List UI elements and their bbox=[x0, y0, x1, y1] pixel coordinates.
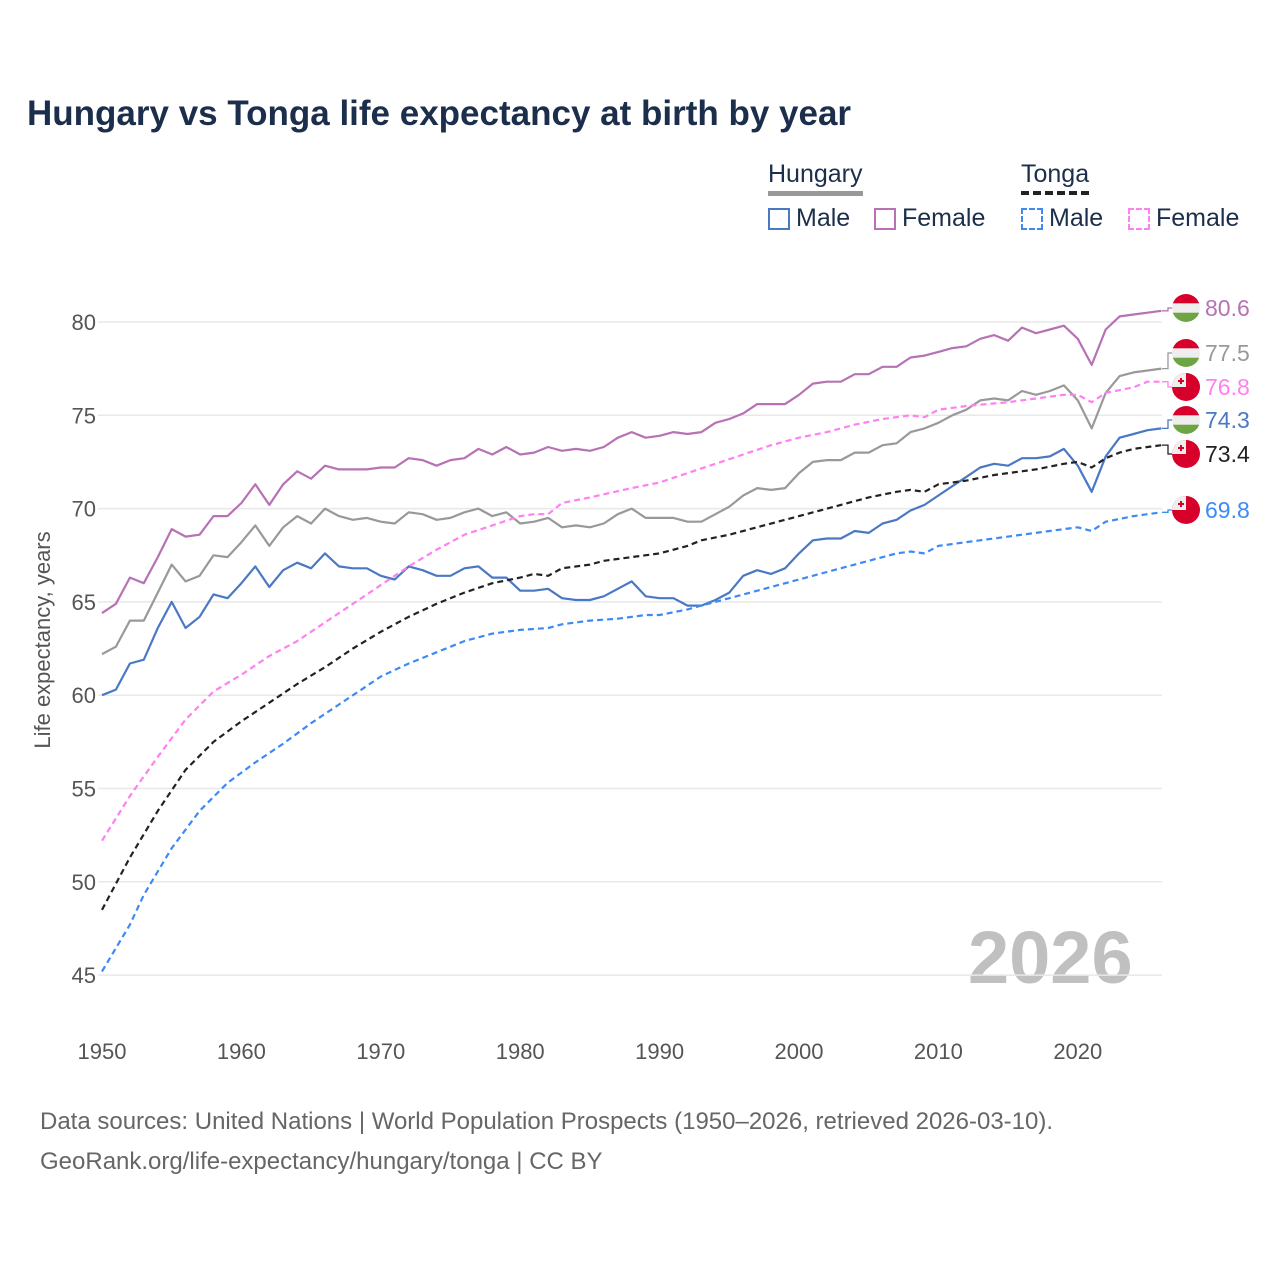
legend-tonga-male[interactable]: Male bbox=[1021, 204, 1103, 233]
flag-body bbox=[1172, 294, 1200, 322]
y-tick-label: 70 bbox=[72, 497, 96, 522]
x-tick-label: 2020 bbox=[1053, 1039, 1102, 1064]
flag-stripe-red bbox=[1172, 339, 1200, 349]
legend-label: Male bbox=[796, 204, 851, 232]
flag-cross bbox=[1178, 380, 1184, 382]
flag-stripe-white bbox=[1172, 303, 1200, 313]
legend-label: Female bbox=[1156, 204, 1240, 232]
end-value-label: 76.8 bbox=[1205, 374, 1250, 400]
footer-sources: Data sources: United Nations | World Pop… bbox=[40, 1108, 1054, 1135]
legend-hungary-male[interactable]: Male bbox=[768, 204, 850, 233]
end-value-label: 80.6 bbox=[1205, 295, 1250, 321]
series-line-to-male bbox=[101, 511, 1162, 972]
y-tick-label: 80 bbox=[72, 310, 96, 335]
flag-cross bbox=[1178, 447, 1184, 449]
flag-stripe-green bbox=[1172, 424, 1200, 434]
hungary-flag-icon bbox=[1172, 294, 1200, 322]
hungary-flag-icon bbox=[1172, 406, 1200, 434]
y-tick-label: 75 bbox=[72, 403, 96, 428]
x-tick-label: 1970 bbox=[356, 1039, 405, 1064]
chart-title: Hungary vs Tonga life expectancy at birt… bbox=[27, 94, 852, 133]
label-connector bbox=[1162, 444, 1174, 455]
flag-stripe-white bbox=[1172, 415, 1200, 425]
x-tick-label: 2010 bbox=[914, 1039, 963, 1064]
flag-body bbox=[1172, 373, 1200, 401]
y-tick-label: 50 bbox=[72, 870, 96, 895]
legend-swatch bbox=[874, 207, 896, 230]
legend-tonga-female[interactable]: Female bbox=[1128, 204, 1239, 233]
series-line-to-total bbox=[101, 444, 1162, 911]
label-connector bbox=[1162, 381, 1174, 388]
x-tick-label: 1960 bbox=[217, 1039, 266, 1064]
end-value-label: 74.3 bbox=[1205, 407, 1250, 433]
legend-group-hungary: Hungary bbox=[768, 160, 863, 196]
y-tick-label: 55 bbox=[72, 777, 96, 802]
legend-swatch bbox=[1021, 207, 1043, 230]
label-connector bbox=[1162, 352, 1174, 370]
hungary-flag-icon bbox=[1172, 339, 1200, 367]
x-tick-label: 1950 bbox=[78, 1039, 127, 1064]
label-connector bbox=[1162, 419, 1174, 430]
flag-stripe-green bbox=[1172, 357, 1200, 367]
flag-body bbox=[1172, 406, 1200, 434]
legend-hungary-female[interactable]: Female bbox=[874, 204, 985, 233]
series-line-to-female bbox=[101, 380, 1162, 842]
legend-swatch bbox=[768, 207, 790, 230]
x-tick-label: 1980 bbox=[496, 1039, 545, 1064]
flag-body bbox=[1172, 440, 1200, 468]
series-line-hu-male bbox=[101, 427, 1162, 697]
end-value-label: 73.4 bbox=[1205, 441, 1250, 467]
tonga-flag-icon bbox=[1172, 440, 1200, 468]
footer-link[interactable]: GeoRank.org/life-expectancy/hungary/tong… bbox=[40, 1148, 603, 1175]
legend-swatch bbox=[1128, 207, 1150, 230]
tonga-flag-icon bbox=[1172, 373, 1200, 401]
flag-body bbox=[1172, 339, 1200, 367]
end-value-label: 69.8 bbox=[1205, 497, 1250, 523]
year-watermark: 2026 bbox=[968, 916, 1133, 999]
y-tick-label: 60 bbox=[72, 683, 96, 708]
series-line-hu-total bbox=[101, 367, 1162, 656]
flag-body bbox=[1172, 496, 1200, 524]
end-value-label: 77.5 bbox=[1205, 340, 1250, 366]
flag-stripe-red bbox=[1172, 406, 1200, 416]
legend-group-tonga: Tonga bbox=[1021, 160, 1090, 195]
label-connector bbox=[1162, 509, 1174, 513]
tonga-flag-icon bbox=[1172, 496, 1200, 524]
series-line-hu-female bbox=[101, 309, 1162, 615]
flag-stripe-white bbox=[1172, 348, 1200, 358]
flag-cross bbox=[1178, 503, 1184, 505]
flag-stripe-green bbox=[1172, 312, 1200, 322]
x-tick-label: 2000 bbox=[775, 1039, 824, 1064]
y-tick-label: 65 bbox=[72, 590, 96, 615]
legend-label: Male bbox=[1049, 204, 1104, 232]
flag-stripe-red bbox=[1172, 294, 1200, 304]
x-tick-label: 1990 bbox=[635, 1039, 684, 1064]
legend-label: Female bbox=[902, 204, 986, 232]
y-tick-label: 45 bbox=[72, 963, 96, 988]
label-connector bbox=[1162, 307, 1174, 312]
